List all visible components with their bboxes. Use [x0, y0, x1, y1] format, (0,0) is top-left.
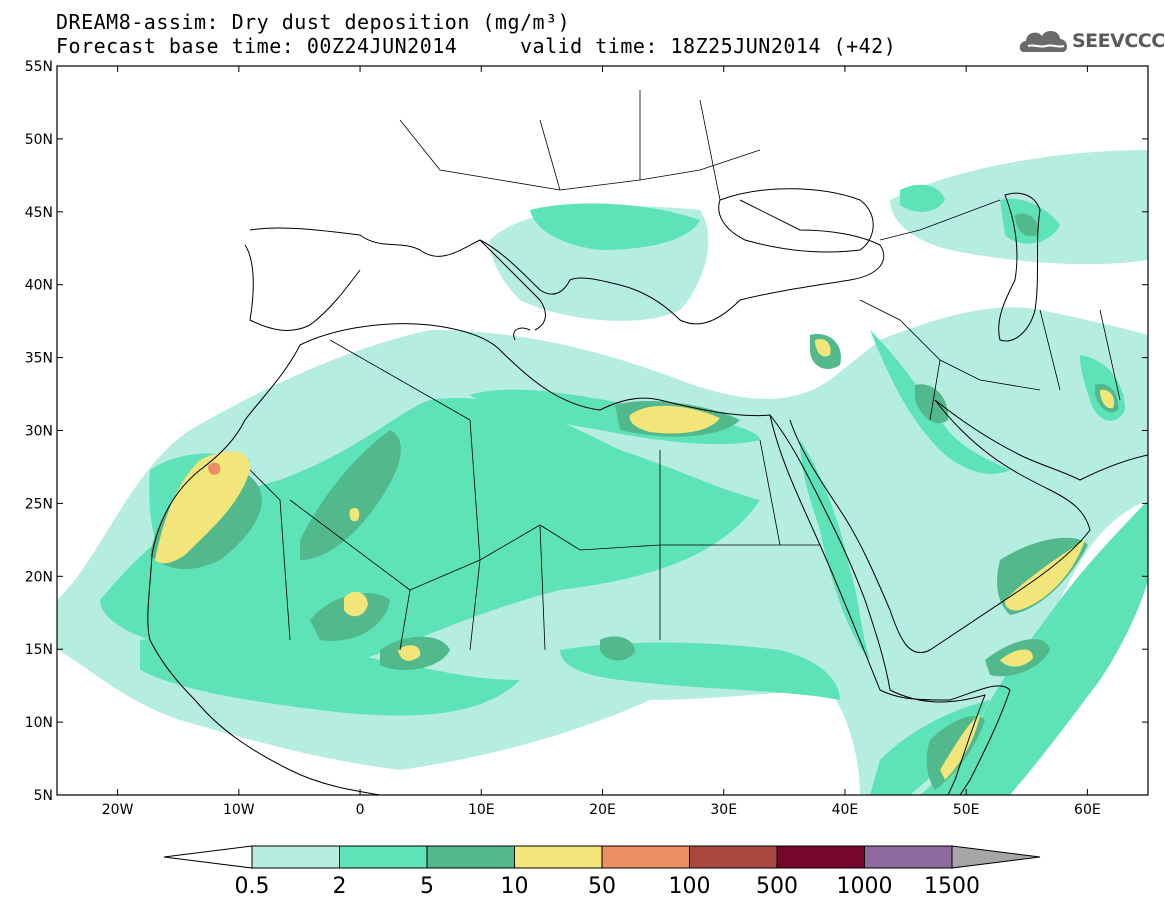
black-sea-coast: [718, 188, 874, 253]
lon-tick-label: 50E: [953, 802, 980, 818]
lat-tick-label: 25N: [25, 496, 53, 512]
colorbar-swatch: [776, 845, 865, 869]
colorbar-level-label: 0.5: [235, 874, 270, 899]
colorbar-under-triangle: [163, 845, 253, 869]
seevccc-logo: SEEVCCC: [1018, 24, 1165, 60]
colorbar-over-triangle: [951, 845, 1041, 869]
borders-europe-asia: [399, 90, 1121, 421]
red-sea-coast: [769, 414, 891, 691]
lat-tick-label: 20N: [25, 569, 53, 585]
lon-tick-label: 30E: [710, 802, 737, 818]
lon-tick-label: 10W: [223, 802, 255, 818]
europe-coastline: [249, 199, 885, 325]
colorbar-swatch: [251, 845, 340, 869]
africa-coastline: [151, 323, 1011, 795]
longitude-axis: 20W 10W 0 10E 20E 30E 40E 50E 60E: [102, 66, 1101, 818]
cloud-logo-icon: [1019, 30, 1068, 52]
deposition-level-10: [155, 338, 1115, 780]
latitude-axis: 55N 50N 45N 40N 35N 30N 25N 20N 15N 10N 5N: [25, 59, 1148, 804]
lat-tick-label: 10N: [25, 715, 53, 731]
iberia-coast: [244, 244, 361, 331]
lon-tick-label: 0: [356, 802, 365, 818]
colorbar-swatch: [689, 845, 778, 869]
lon-tick-label: 20W: [102, 802, 134, 818]
persian-gulf-coast: [934, 399, 1148, 481]
coastlines-and-borders: [147, 90, 1148, 795]
arabia-coast: [789, 399, 1091, 653]
lat-tick-label: 45N: [25, 205, 53, 221]
logo-text: SEEVCCC: [1072, 30, 1165, 52]
map-title: DREAM8-assim: Dry dust deposition (mg/m³…: [56, 10, 571, 34]
borders-africa: [249, 339, 820, 651]
colorbar-level-label: 50: [588, 874, 616, 899]
colorbar-swatch: [426, 845, 515, 869]
lat-tick-label: 5N: [34, 788, 53, 804]
colorbar-swatch: [601, 845, 690, 869]
colorbar-level-label: 10: [501, 874, 529, 899]
colorbar-level-label: 1000: [837, 874, 893, 899]
caspian-coast: [998, 192, 1041, 342]
lat-tick-label: 40N: [25, 278, 53, 294]
lon-tick-label: 60E: [1074, 802, 1101, 818]
lon-tick-label: 40E: [832, 802, 859, 818]
west-africa-coast: [147, 554, 381, 795]
lat-tick-label: 50N: [25, 132, 53, 148]
colorbar-swatch: [514, 845, 603, 869]
lat-tick-label: 55N: [25, 59, 53, 75]
colorbar-level-label: 1500: [924, 874, 980, 899]
lat-tick-label: 35N: [25, 351, 53, 367]
forecast-time-line: Forecast base time: 00Z24JUN2014 valid t…: [56, 34, 897, 58]
colorbar-level-label: 2: [333, 874, 347, 899]
deposition-field: [57, 150, 1148, 795]
colorbar-level-label: 5: [420, 874, 434, 899]
lat-tick-label: 30N: [25, 424, 53, 440]
italy-coast: [479, 239, 546, 341]
colorbar-swatch: [864, 845, 953, 869]
colorbar-level-label: 500: [756, 874, 798, 899]
lon-tick-label: 20E: [589, 802, 616, 818]
deposition-level-50: [208, 462, 221, 475]
horn-of-africa-coast: [889, 689, 986, 795]
colorbar-swatch: [339, 845, 428, 869]
lon-tick-label: 10E: [468, 802, 495, 818]
lat-tick-label: 15N: [25, 642, 53, 658]
colorbar: 0.5 2 5 10 50 100 500 1000 1500: [163, 845, 1041, 899]
colorbar-level-label: 100: [669, 874, 711, 899]
